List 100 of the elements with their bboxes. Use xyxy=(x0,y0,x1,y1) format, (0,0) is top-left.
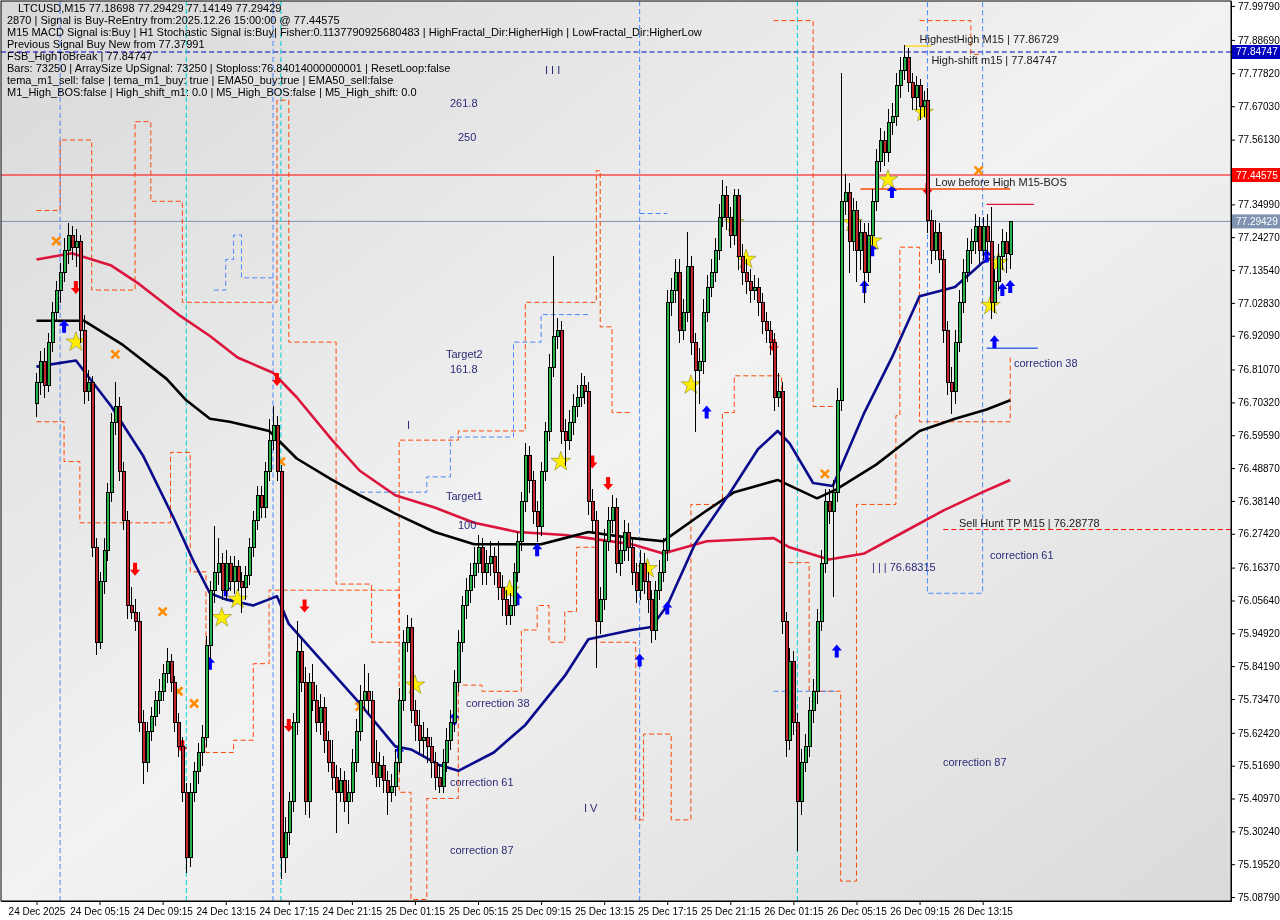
y-tick-label: 76.05640 xyxy=(1238,595,1280,607)
point xyxy=(680,374,701,394)
y-tick-label: 77.56130 xyxy=(1238,134,1280,146)
point xyxy=(831,644,842,658)
y-tick-label: 77.77820 xyxy=(1238,67,1280,79)
annotation: 261.8 xyxy=(450,96,478,109)
x-tick-label: 25 Dec 21:15 xyxy=(701,906,761,918)
annotation: 2870 | Signal is Buy-ReEntry from:2025.12.26 15:00:00 @ 77.44575 xyxy=(7,14,340,26)
point xyxy=(271,372,282,386)
annotation: High-shift m15 | 77.84747 xyxy=(931,53,1058,66)
y-tick-label: 77.88690 xyxy=(1238,34,1280,46)
point xyxy=(227,588,248,608)
chart-title: LTCUSD,M15 77.18698 77.29429 77.14149 77.29429 xyxy=(18,2,282,14)
ref-line-label: 77.84747 xyxy=(1236,46,1279,58)
y-tick-label: 75.73470 xyxy=(1238,693,1280,705)
x-tick-label: 25 Dec 01:15 xyxy=(385,906,446,918)
point xyxy=(550,451,571,471)
point xyxy=(603,477,614,490)
y-tick-label: 75.19520 xyxy=(1238,858,1280,870)
annotation: correction 87 xyxy=(943,755,1007,768)
x-tick-label: 24 Dec 13:15 xyxy=(196,906,257,918)
x-tick-label: 26 Dec 09:15 xyxy=(890,906,951,918)
candlestick xyxy=(224,549,229,601)
y-tick-label: 75.30240 xyxy=(1238,826,1280,838)
y-tick-label: 76.70320 xyxy=(1238,397,1280,409)
annotation: HighestHigh M15 | 77.86729 xyxy=(919,33,1059,46)
candlestick xyxy=(918,78,923,121)
point xyxy=(662,601,673,615)
annotation: FSB_HighToBreak | 77.84747 xyxy=(7,50,153,62)
ref-line-label: 77.29429 xyxy=(1236,215,1279,227)
point xyxy=(157,606,168,617)
annotation: Sell Hunt TP M15 | 76.28778 xyxy=(958,516,1100,529)
annotation: tema_m1_sell: false | tema_m1_buy: true | EMA50_buy:true | EMA50_sell:false xyxy=(7,74,394,86)
ref-line-label: 77.44575 xyxy=(1236,169,1279,181)
point xyxy=(701,405,712,419)
y-tick-label: 75.94920 xyxy=(1238,628,1280,639)
y-tick-label: 75.40970 xyxy=(1238,793,1280,805)
candlestick xyxy=(977,216,982,265)
annotation: Low before High M15-BOS xyxy=(935,176,1067,189)
point xyxy=(110,349,121,360)
x-tick-label: 25 Dec 13:15 xyxy=(574,906,635,918)
point xyxy=(997,283,1008,297)
annotation: correction 38 xyxy=(466,696,530,709)
candlestick xyxy=(677,258,682,344)
y-tick-label: 77.67030 xyxy=(1238,100,1280,112)
point xyxy=(188,698,200,709)
point xyxy=(1005,280,1016,294)
annotation: correction 61 xyxy=(990,548,1054,561)
x-tick-label: 26 Dec 01:15 xyxy=(764,906,825,918)
x-tick-label: 24 Dec 21:15 xyxy=(322,906,383,918)
y-tick-label: 75.08790 xyxy=(1238,891,1280,903)
annotation: M1_High_BOS:false | High_shift_m1: 0.0 | M5_High_BOS:false | M5_High_shift: 0.0 xyxy=(7,86,417,98)
point xyxy=(877,169,899,189)
point xyxy=(59,319,70,333)
y-tick-label: 75.84190 xyxy=(1238,660,1280,672)
annotation: I xyxy=(407,418,411,431)
y-tick-label: 76.16370 xyxy=(1238,562,1280,574)
y-tick-label: 76.48870 xyxy=(1238,462,1280,474)
y-tick-label: 77.13540 xyxy=(1238,264,1280,276)
point xyxy=(973,165,984,176)
point xyxy=(989,335,1000,349)
candlestick xyxy=(981,216,986,261)
x-tick-label: 26 Dec 13:15 xyxy=(953,906,1014,918)
y-tick-label: 77.99790 xyxy=(1238,0,1280,12)
annotation: M15 MACD Signal is:Buy | H1 Stochastic Signal is:Buy| Fisher:0.1137790925680483 | HighFractal_Dir:HigherHigh | LowFractal_Dir:HigherLow xyxy=(7,26,702,38)
y-tick-label: 76.92090 xyxy=(1238,330,1280,342)
candlestick xyxy=(854,200,859,283)
x-tick-label: 25 Dec 17:15 xyxy=(638,906,698,918)
y-tick-label: 77.02830 xyxy=(1238,297,1280,309)
point xyxy=(50,235,62,247)
annotation: | | | 76.68315 xyxy=(872,560,936,573)
y-tick-label: 77.34990 xyxy=(1238,199,1280,211)
annotation: 250 xyxy=(458,130,477,143)
annotation: correction 61 xyxy=(450,775,514,788)
annotation: 161.8 xyxy=(450,362,478,375)
y-tick-label: 76.81070 xyxy=(1238,364,1280,376)
x-tick-label: 25 Dec 09:15 xyxy=(511,906,572,918)
point xyxy=(819,468,831,480)
annotation: I V xyxy=(584,801,599,814)
x-tick-label: 26 Dec 05:15 xyxy=(827,906,888,918)
y-tick-label: 77.24270 xyxy=(1238,231,1280,243)
annotation: Bars: 73250 | ArraySize UpSignal: 73250 | Stoploss:76.84014000000001 | ResetLoop:false xyxy=(7,62,451,74)
y-tick-label: 76.27420 xyxy=(1238,528,1280,540)
annotation: 100 xyxy=(458,518,477,531)
x-tick-label: 24 Dec 05:15 xyxy=(70,906,131,918)
point xyxy=(532,543,543,557)
annotation: correction 38 xyxy=(1014,356,1078,369)
point xyxy=(130,562,141,576)
y-tick-label: 75.51690 xyxy=(1238,760,1280,772)
y-tick-label: 75.62420 xyxy=(1238,727,1280,739)
annotation: I I I xyxy=(545,63,561,76)
x-tick-label: 24 Dec 2025 xyxy=(8,906,66,918)
x-tick-label: 24 Dec 17:15 xyxy=(259,906,320,918)
x-tick-label: 24 Dec 09:15 xyxy=(133,906,194,918)
candlestick xyxy=(1008,220,1013,270)
annotation: Target1 xyxy=(446,489,483,502)
point xyxy=(634,653,645,667)
candlestick xyxy=(232,555,237,595)
candlestick xyxy=(989,206,994,320)
annotation: Previous Signal Buy New from 77.37991 xyxy=(7,38,205,50)
